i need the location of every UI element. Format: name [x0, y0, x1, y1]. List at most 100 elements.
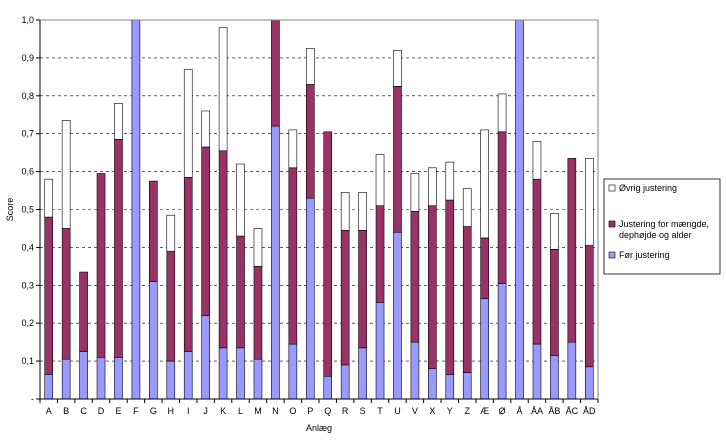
bar-segment [61, 228, 71, 360]
x-tick-label: M [254, 406, 262, 416]
x-tick-label: C [80, 406, 87, 416]
x-tick-label: O [289, 406, 296, 416]
bar-segment [61, 120, 71, 229]
bar-segment [166, 250, 176, 362]
bar-segment [410, 341, 420, 400]
bar-segment [253, 228, 263, 267]
bar-segment [428, 368, 437, 400]
x-tick-label: T [377, 406, 383, 416]
x-tick-label: K [220, 406, 226, 416]
bar-segment [149, 180, 158, 282]
x-tick-label: D [98, 406, 105, 416]
bar-segment [480, 298, 489, 400]
bar-segment [550, 355, 559, 400]
bar-segment [462, 372, 472, 400]
bar-segment [445, 161, 455, 201]
axes [36, 19, 599, 403]
bar-segment [44, 374, 54, 400]
x-tick-label: R [342, 406, 349, 416]
y-tick-labels: - 0,1 0,2 0,3 0,4 0,5 0,6 0,7 0,8 0,9 1,0 [21, 15, 34, 404]
bar-segment [253, 266, 263, 360]
bar-segment [114, 357, 123, 400]
x-tick-label: Y [447, 406, 453, 416]
bar-segment [166, 214, 176, 252]
bar-segment [218, 27, 228, 152]
bar-segment [497, 93, 507, 133]
x-tick-label: G [150, 406, 157, 416]
bar-segment [340, 230, 350, 366]
bar-segment [393, 50, 402, 87]
y-tick-label: 0,2 [21, 318, 34, 328]
x-tick-label: J [203, 406, 208, 416]
bar-segment [445, 374, 455, 400]
bar-segment [149, 281, 158, 400]
bar-segment [79, 351, 88, 400]
bar-segment [462, 188, 472, 227]
bar-segment [584, 245, 594, 368]
x-tick-label: Q [324, 406, 331, 416]
x-tick-label: H [168, 406, 175, 416]
bar-segment [96, 357, 106, 400]
x-tick-label: B [63, 406, 69, 416]
x-tick-label: A [46, 406, 52, 416]
legend-label: Før justering [619, 250, 670, 260]
legend: Øvrig justering Justering for mængde, deph… [603, 178, 721, 275]
bar-segment [567, 341, 577, 400]
bar-segment [567, 158, 577, 343]
bar-segment [44, 216, 54, 375]
legend-swatch [608, 184, 616, 192]
bar-segment [532, 140, 542, 180]
bar-segment [358, 230, 367, 349]
bar-segment [497, 283, 507, 400]
x-tick-label: F [133, 406, 139, 416]
bar-segment [428, 205, 437, 369]
y-tick-label: 0,7 [21, 129, 34, 139]
x-tick-label: E [115, 406, 121, 416]
x-tick-labels: A B C D E F G H I J K L M N O P Q R S T U V X Y Z Æ Ø Å ÅA ÅB ÅC ÅD [46, 406, 596, 416]
x-tick-label: N [272, 406, 279, 416]
bar-segment [323, 375, 333, 400]
bar-segment [218, 150, 228, 349]
legend-swatch [608, 220, 616, 228]
x-tick-label: I [187, 406, 190, 416]
bar-segment [358, 347, 367, 400]
bar-segment [340, 192, 350, 231]
bar-segment [288, 343, 298, 400]
bar-segment [218, 347, 228, 400]
bar-segment [236, 235, 245, 349]
bar-segment [584, 366, 594, 400]
bar-segment [532, 343, 542, 400]
bar-segment [236, 347, 245, 400]
x-tick-label: Å [517, 406, 523, 416]
bar-segment [428, 167, 437, 207]
bar-segment [480, 129, 489, 239]
bar-segment [497, 131, 507, 284]
bar-segment [532, 178, 542, 345]
bar-segment [445, 199, 455, 375]
bar-segment [79, 271, 88, 352]
x-axis-title: Anlæg [306, 423, 332, 433]
y-tick-label: 1,0 [21, 15, 34, 25]
bar-segment [358, 192, 367, 231]
bar-segment [305, 197, 315, 400]
legend-label: Øvrig justering [619, 183, 677, 193]
bar-segment [183, 68, 193, 178]
x-tick-label: S [360, 406, 366, 416]
x-tick-label: ÅD [583, 406, 596, 416]
bar-segment [375, 205, 385, 303]
bar-segment [44, 178, 54, 218]
bar-segment [271, 19, 280, 127]
bar-segment [550, 212, 559, 250]
bar-segment [305, 48, 315, 85]
y-tick-label: 0,6 [21, 167, 34, 177]
y-tick-label: - [31, 394, 34, 404]
x-tick-label: U [394, 406, 401, 416]
bar-segment [131, 19, 141, 400]
bar-segment [550, 248, 559, 356]
y-tick-label: 0,8 [21, 91, 34, 101]
y-tick-label: 0,4 [21, 242, 34, 252]
bar-segment [515, 19, 524, 400]
x-tick-label: ÅA [531, 406, 543, 416]
bar-segment [183, 351, 193, 400]
